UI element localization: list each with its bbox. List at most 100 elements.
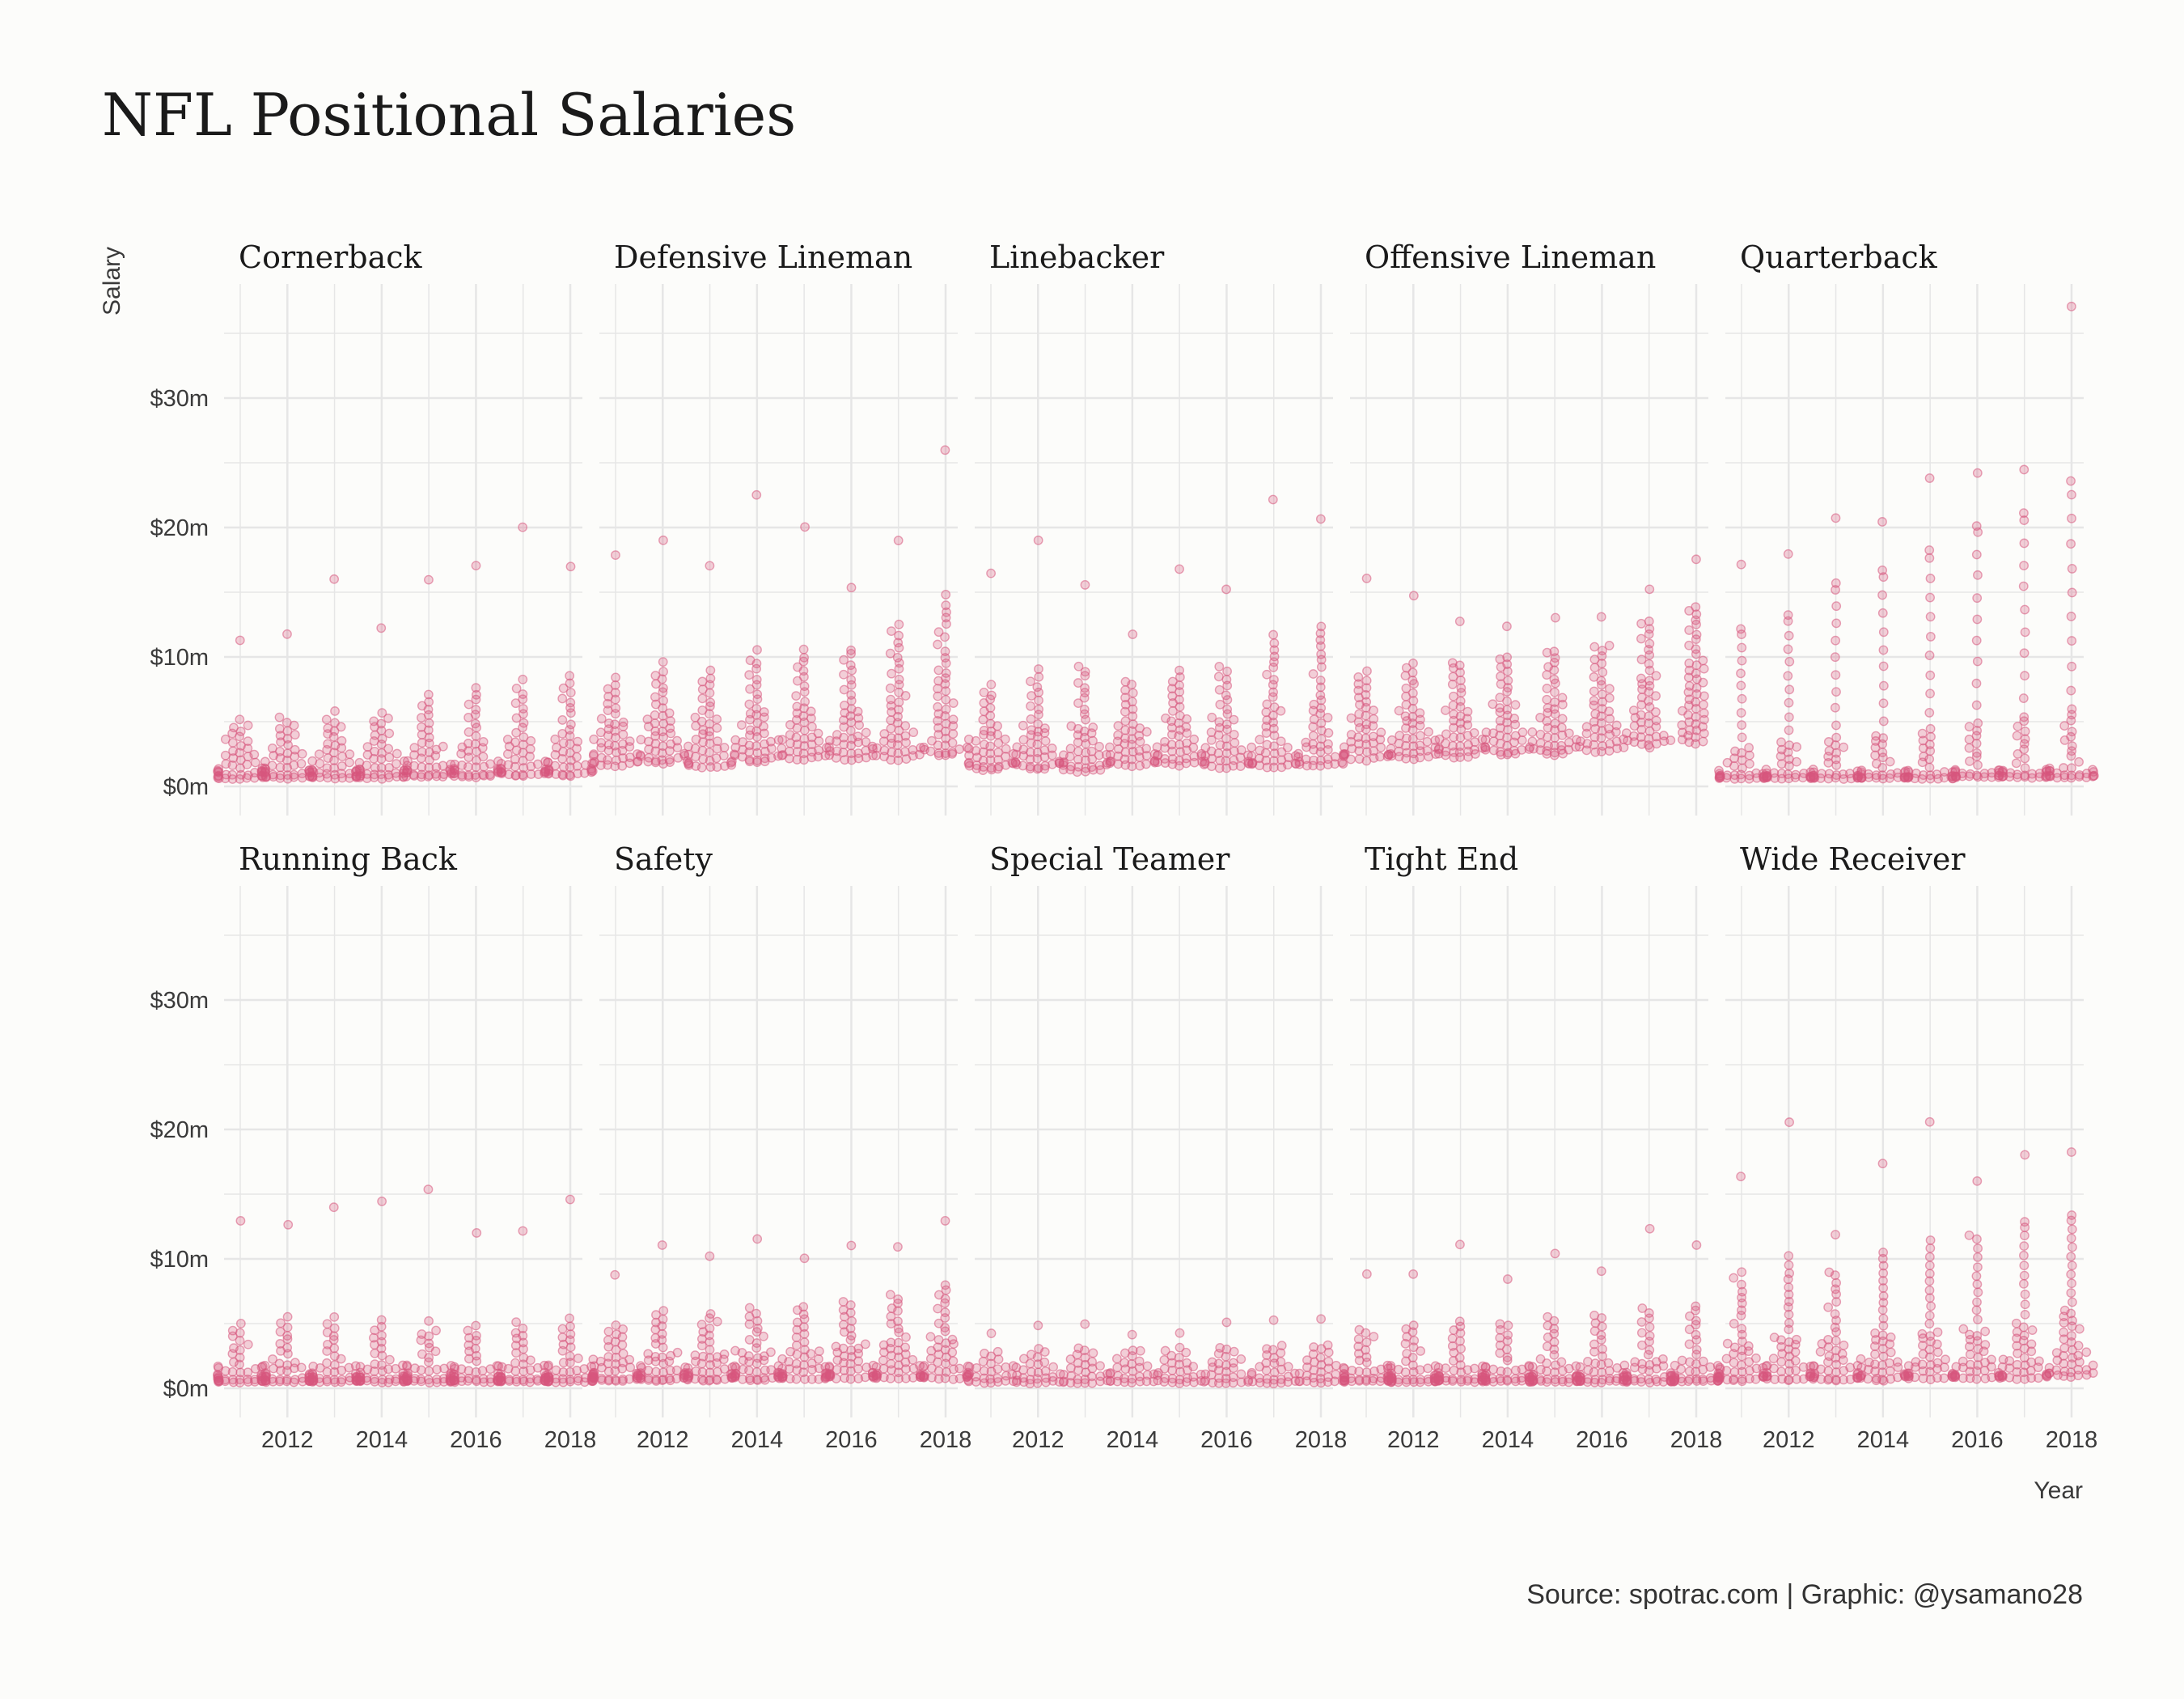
data-point	[565, 1313, 574, 1324]
data-point	[887, 733, 897, 744]
x-tick-label: 2014	[356, 1427, 408, 1453]
data-point	[1924, 650, 1935, 660]
data-point	[861, 737, 871, 747]
data-point	[1783, 644, 1793, 655]
data-point	[1331, 1369, 1341, 1379]
data-point	[243, 720, 253, 731]
source-caption: Source: spotrac.com | Graphic: @ysamano2…	[1526, 1579, 2083, 1610]
data-point	[611, 1320, 621, 1330]
data-point	[531, 1374, 542, 1384]
facet-label: Special Teamer	[989, 841, 1230, 877]
x-tick-label: 2014	[1482, 1427, 1534, 1453]
data-point	[391, 768, 401, 778]
data-point	[2067, 1210, 2077, 1220]
data-point	[1965, 1349, 1975, 1360]
data-point	[595, 727, 606, 738]
data-point	[1386, 1361, 1396, 1371]
facet-label: Safety	[614, 841, 713, 877]
data-point	[526, 735, 536, 746]
facet-label: Running Back	[239, 841, 458, 877]
data-point	[1736, 680, 1746, 691]
data-point	[1073, 678, 1083, 688]
data-point	[275, 1339, 286, 1349]
data-point	[2059, 1343, 2070, 1354]
data-point	[1583, 1365, 1594, 1375]
data-point	[518, 1226, 528, 1236]
data-point	[1783, 671, 1793, 681]
data-point	[1971, 678, 1982, 688]
data-point	[1831, 720, 1841, 731]
data-point	[472, 689, 481, 700]
data-point	[1651, 715, 1661, 726]
data-point	[1784, 1268, 1794, 1278]
data-point	[267, 761, 277, 771]
data-point	[1972, 1176, 1983, 1186]
data-point	[799, 1253, 810, 1264]
data-point	[766, 744, 777, 754]
data-point	[777, 1363, 787, 1374]
data-point	[1295, 1376, 1305, 1387]
data-point	[2020, 1150, 2030, 1160]
data-point	[2067, 741, 2077, 752]
data-point	[1361, 573, 1372, 583]
data-point	[1939, 1373, 1949, 1383]
data-point	[1346, 713, 1357, 723]
data-point	[1932, 1358, 1943, 1368]
data-point	[792, 708, 802, 718]
data-point	[940, 1280, 950, 1290]
data-point	[1361, 676, 1372, 686]
data-point	[1926, 1301, 1936, 1311]
data-point	[2066, 685, 2076, 696]
data-point	[1831, 601, 1842, 612]
data-point	[1128, 688, 1138, 698]
data-point	[1808, 765, 1818, 774]
data-point	[274, 712, 285, 722]
data-point	[1026, 1349, 1036, 1360]
data-point	[504, 1375, 514, 1384]
data-point	[1221, 584, 1231, 595]
data-point	[1283, 1362, 1293, 1372]
data-point	[979, 687, 989, 697]
data-point	[1736, 559, 1746, 570]
data-point	[766, 1347, 776, 1358]
data-point	[1153, 750, 1163, 761]
data-point	[1604, 684, 1615, 694]
data-point	[370, 746, 380, 756]
data-point	[1088, 735, 1098, 746]
data-point	[1831, 1230, 1840, 1239]
data-point	[744, 1303, 755, 1313]
data-point	[2020, 604, 2030, 615]
data-point	[1175, 1328, 1185, 1338]
data-point	[1113, 1371, 1124, 1381]
data-point	[861, 727, 871, 738]
data-point	[814, 1346, 824, 1357]
data-point	[964, 1362, 975, 1372]
data-point	[1086, 762, 1097, 773]
data-point	[730, 743, 741, 752]
data-point	[1784, 1251, 1794, 1261]
data-point	[250, 757, 260, 768]
data-point	[1308, 731, 1318, 741]
data-point	[1839, 1340, 1849, 1350]
data-point	[1884, 1358, 1894, 1368]
data-point	[260, 756, 270, 767]
data-point	[979, 739, 989, 750]
data-point	[1917, 1328, 1928, 1339]
data-point	[1925, 574, 1936, 583]
data-point	[1657, 1354, 1668, 1364]
data-point	[1073, 661, 1084, 672]
data-point	[603, 1352, 614, 1362]
facet-offensive-lineman: Offensive Lineman	[1339, 239, 1709, 816]
data-point	[417, 730, 427, 739]
data-point	[697, 693, 708, 704]
data-point	[424, 574, 434, 585]
data-point	[1784, 1282, 1794, 1293]
data-point	[1528, 1369, 1539, 1379]
facet-cornerback: Cornerback $0m $10m $20m $30m	[150, 239, 598, 816]
x-tick-label: 2018	[920, 1427, 972, 1453]
data-point	[839, 722, 849, 732]
data-point	[518, 718, 529, 728]
data-point	[1111, 1354, 1122, 1364]
data-point	[986, 568, 996, 578]
data-point	[1059, 1370, 1069, 1379]
